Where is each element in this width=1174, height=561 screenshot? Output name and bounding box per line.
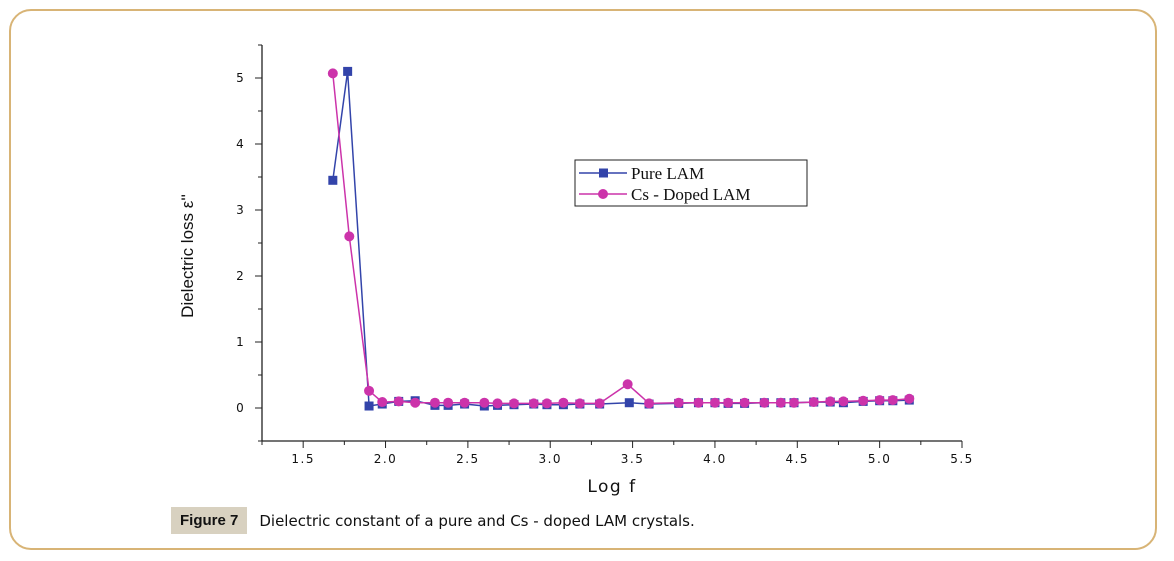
data-point [558, 397, 569, 408]
x-tick-label: 2.5 [456, 452, 480, 466]
data-point [327, 68, 338, 79]
x-tick-label: 2.0 [374, 452, 398, 466]
chart: 1.5 2.0 2.5 3.0 3.5 4.0 4.5 5.0 5.5 0 1 2 3 4 5 Pure L… [178, 44, 974, 497]
data-point [343, 66, 353, 76]
data-point [887, 395, 898, 406]
y-tick-label: 2 [236, 269, 244, 283]
data-point [509, 398, 519, 409]
data-point [344, 231, 355, 242]
y-tick-label: 3 [236, 203, 244, 217]
data-point [364, 385, 375, 396]
data-point [904, 393, 915, 404]
y-axis-label: Dielectric loss ε'' [178, 194, 197, 318]
x-tick-label: 3.0 [538, 452, 562, 466]
x-tick-label: 3.5 [621, 452, 645, 466]
data-point [622, 379, 633, 390]
data-point [479, 397, 490, 408]
data-point [541, 398, 552, 409]
data-point [759, 397, 770, 408]
data-point [528, 398, 539, 409]
series-pure-lam [328, 66, 914, 411]
data-point [594, 398, 605, 409]
figure-caption: Figure 7 Dielectric constant of a pure a… [171, 507, 695, 534]
data-point [739, 397, 750, 408]
data-point [858, 395, 869, 406]
legend-swatch-marker [598, 189, 608, 199]
legend-label: Pure LAM [631, 164, 704, 183]
y-tick-label: 1 [236, 335, 244, 349]
legend-box [574, 159, 808, 207]
data-point [459, 397, 470, 408]
data-point [410, 397, 421, 408]
series-line [332, 73, 910, 405]
data-point [838, 396, 849, 407]
legend-swatch-marker [599, 168, 608, 178]
data-point [644, 398, 655, 409]
x-tick-label: 1.5 [291, 452, 315, 466]
figure-frame [9, 9, 1157, 550]
data-point [393, 396, 404, 407]
data-point [723, 397, 734, 408]
x-tick-label: 4.5 [785, 452, 809, 466]
data-point [775, 397, 786, 408]
data-point [443, 397, 454, 408]
data-point [673, 397, 684, 408]
data-point [693, 397, 704, 408]
y-tick-label: 4 [236, 137, 244, 151]
data-point [874, 395, 885, 406]
chart-axes: 1.5 2.0 2.5 3.0 3.5 4.0 4.5 5.0 5.5 0 1 2 3 4 5 [236, 44, 974, 466]
x-tick-label: 5.0 [868, 452, 892, 466]
data-point [825, 396, 836, 407]
data-point [789, 397, 799, 408]
series-line [332, 71, 910, 407]
data-point [574, 398, 585, 409]
data-point [429, 397, 440, 408]
data-point [364, 401, 374, 411]
data-point [709, 397, 720, 408]
data-point [328, 175, 338, 185]
chart-series [327, 66, 915, 411]
data-point [624, 398, 634, 408]
data-point [492, 398, 503, 409]
series-cs-doped-lam [327, 68, 915, 409]
y-tick-label: 5 [236, 71, 244, 85]
legend-label: Cs - Doped LAM [631, 185, 750, 204]
y-tick-label: 0 [236, 401, 244, 415]
figure-caption-text: Dielectric constant of a pure and Cs - d… [259, 511, 695, 530]
figure-number: Figure 7 [171, 507, 248, 534]
data-point [808, 397, 819, 408]
data-point [377, 397, 388, 408]
chart-legend: Pure LAM Cs - Doped LAM [574, 159, 808, 207]
x-tick-label: 4.0 [703, 452, 727, 466]
x-tick-label: 5.5 [950, 452, 974, 466]
x-axis-label: Log f [587, 477, 636, 497]
